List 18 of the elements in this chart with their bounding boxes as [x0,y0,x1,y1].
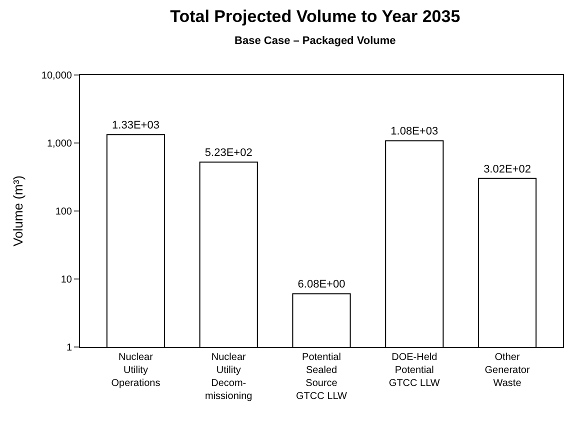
x-tick-label: Other Generator Waste [484,352,530,389]
data-label: 6.08E+00 [298,278,346,291]
data-label: 5.23E+02 [204,147,252,160]
y-axis-title: Volume (m³) [10,176,26,246]
x-tick-label: Potential Sealed Source GTCC LLW [296,352,348,402]
x-tick-label: Nuclear Utility Decom- missioning [204,352,252,402]
chart-subtitle: Base Case – Packaged Volume [234,34,396,47]
data-label: 1.08E+03 [390,126,438,138]
data-label: 3.02E+02 [484,163,531,176]
y-tick-label: 1 [66,342,72,354]
y-tick-label: 10 [60,274,72,286]
x-tick-label: Nuclear Utility Operations [111,352,160,389]
y-tick-label: 1,000 [46,138,72,150]
y-tick-label: 100 [55,206,72,218]
data-label: 1.33E+03 [112,120,160,132]
chart-title: Total Projected Volume to Year 2035 [170,6,460,26]
y-tick-label: 10,000 [41,70,72,82]
x-tick-label: DOE-Held Potential GTCC LLW [388,352,440,389]
